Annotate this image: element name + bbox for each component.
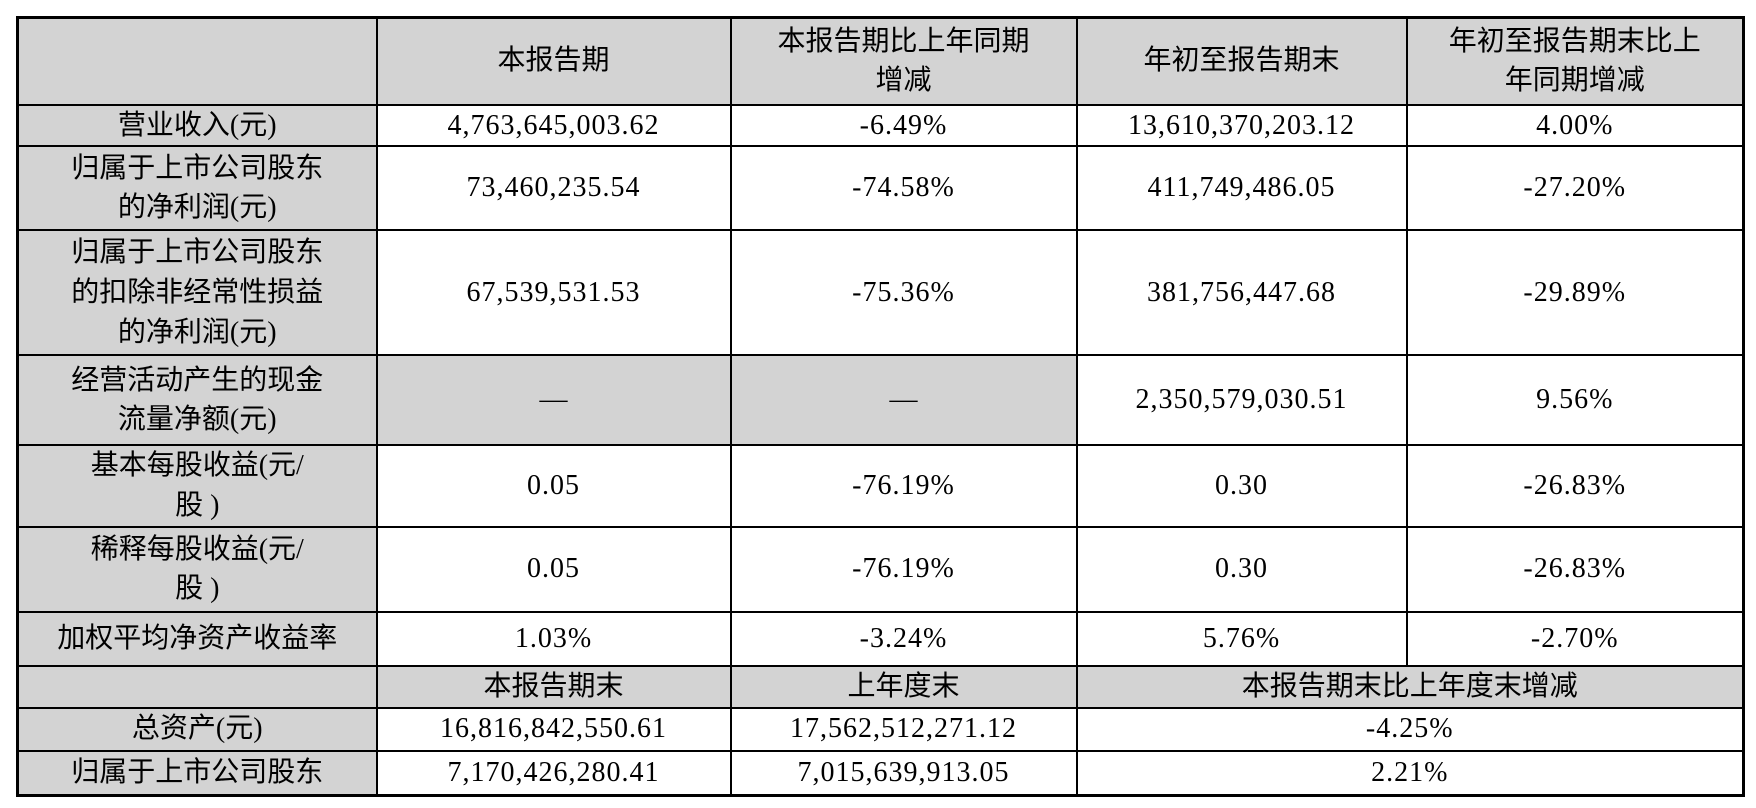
col-header-prior-year-end: 上年度末 [729,664,1078,709]
table-row-revenue: 营业收入(元) 4,763,645,003.62 -6.49% 13,610,3… [16,103,1745,148]
weighted-avg-roe-ytd: 5.76% [1075,610,1408,667]
row-label-operating-cash-flow: 经营活动产生的现金 流量净额(元) [16,354,378,447]
col-header-period-end: 本报告期末 [375,664,732,709]
col-header-current-period: 本报告期 [375,16,732,106]
net-profit-excl-current-period: 67,539,531.53 [375,229,732,357]
col-header-current-period-yoy: 本报告期比上年同期 增减 [729,16,1078,106]
revenue-ytd: 13,610,370,203.12 [1075,103,1408,148]
row-label-net-profit: 归属于上市公司股东 的净利润(元) [16,145,378,232]
col-header-period-end-vs-prior: 本报告期末比上年度末增减 [1075,664,1745,709]
row-label-basic-eps: 基本每股收益(元/ 股 ) [16,444,378,528]
table-row-basic-eps: 基本每股收益(元/ 股 ) 0.05 -76.19% 0.30 -26.83% [16,444,1745,528]
weighted-avg-roe-current-period: 1.03% [375,610,732,667]
cash-flow-ytd: 2,350,579,030.51 [1075,354,1408,447]
basic-eps-ytd: 0.30 [1075,444,1408,528]
net-profit-current-period-yoy: -74.58% [729,145,1078,232]
table-row-total-assets: 总资产(元) 16,816,842,550.61 17,562,512,271.… [16,706,1745,752]
row-label-total-assets: 总资产(元) [16,706,378,752]
total-assets-period-end: 16,816,842,550.61 [375,706,732,752]
diluted-eps-ytd-yoy: -26.83% [1405,525,1745,613]
revenue-ytd-yoy: 4.00% [1405,103,1745,148]
weighted-avg-roe-ytd-yoy: -2.70% [1405,610,1745,667]
row-label-diluted-eps: 稀释每股收益(元/ 股 ) [16,525,378,613]
revenue-current-period-yoy: -6.49% [729,103,1078,148]
revenue-current-period: 4,763,645,003.62 [375,103,732,148]
cash-flow-current-period-dash: — [375,354,732,447]
table-row-net-profit-excl-nonrecurring: 归属于上市公司股东 的扣除非经常性损益 的净利润(元) 67,539,531.5… [16,229,1745,357]
equity-prior-year-end: 7,015,639,913.05 [729,749,1078,797]
col-header-ytd-yoy: 年初至报告期末比上 年同期增减 [1405,16,1745,106]
financial-summary-table: 本报告期 本报告期比上年同期 增减 年初至报告期末 年初至报告期末比上 年同期增… [16,16,1745,797]
total-assets-change: -4.25% [1075,706,1745,752]
header2-corner-cell [16,664,378,709]
diluted-eps-current-period: 0.05 [375,525,732,613]
total-assets-prior-year-end: 17,562,512,271.12 [729,706,1078,752]
cash-flow-ytd-yoy: 9.56% [1405,354,1745,447]
table-row-diluted-eps: 稀释每股收益(元/ 股 ) 0.05 -76.19% 0.30 -26.83% [16,525,1745,613]
row-label-net-profit-excl-nonrecurring: 归属于上市公司股东 的扣除非经常性损益 的净利润(元) [16,229,378,357]
row-label-revenue: 营业收入(元) [16,103,378,148]
equity-period-end: 7,170,426,280.41 [375,749,732,797]
table-row-weighted-avg-roe: 加权平均净资产收益率 1.03% -3.24% 5.76% -2.70% [16,610,1745,667]
net-profit-ytd-yoy: -27.20% [1405,145,1745,232]
header-row-secondary: 本报告期末 上年度末 本报告期末比上年度末增减 [16,664,1745,709]
table-row-operating-cash-flow: 经营活动产生的现金 流量净额(元) — — 2,350,579,030.51 9… [16,354,1745,447]
table-row-equity-attributable: 归属于上市公司股东 7,170,426,280.41 7,015,639,913… [16,749,1745,797]
row-label-weighted-avg-roe: 加权平均净资产收益率 [16,610,378,667]
net-profit-excl-ytd: 381,756,447.68 [1075,229,1408,357]
weighted-avg-roe-current-period-yoy: -3.24% [729,610,1078,667]
net-profit-ytd: 411,749,486.05 [1075,145,1408,232]
net-profit-current-period: 73,460,235.54 [375,145,732,232]
basic-eps-ytd-yoy: -26.83% [1405,444,1745,528]
net-profit-excl-current-period-yoy: -75.36% [729,229,1078,357]
cash-flow-current-period-yoy-dash: — [729,354,1078,447]
basic-eps-current-period-yoy: -76.19% [729,444,1078,528]
diluted-eps-ytd: 0.30 [1075,525,1408,613]
header-corner-cell [16,16,378,106]
net-profit-excl-ytd-yoy: -29.89% [1405,229,1745,357]
header-row-primary: 本报告期 本报告期比上年同期 增减 年初至报告期末 年初至报告期末比上 年同期增… [16,16,1745,106]
row-label-equity-attributable: 归属于上市公司股东 [16,749,378,797]
col-header-ytd: 年初至报告期末 [1075,16,1408,106]
equity-change: 2.21% [1075,749,1745,797]
diluted-eps-current-period-yoy: -76.19% [729,525,1078,613]
table-row-net-profit: 归属于上市公司股东 的净利润(元) 73,460,235.54 -74.58% … [16,145,1745,232]
basic-eps-current-period: 0.05 [375,444,732,528]
